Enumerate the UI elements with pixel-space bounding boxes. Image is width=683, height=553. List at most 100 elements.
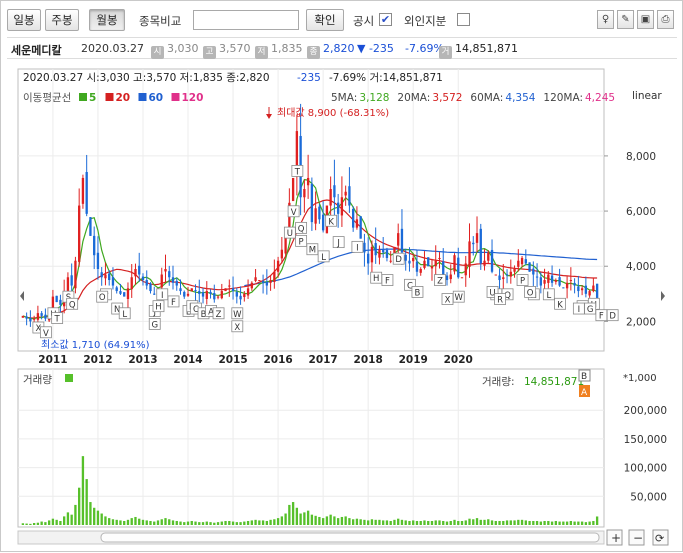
event-marker[interactable]: I [572, 302, 585, 315]
event-marker[interactable]: W [231, 307, 244, 320]
candle [475, 216, 479, 253]
candle [231, 276, 235, 300]
candle [505, 269, 509, 284]
volume-bar [186, 521, 190, 525]
event-marker[interactable]: F [381, 274, 394, 287]
volume-bar [183, 522, 186, 525]
volume-bar [306, 510, 310, 525]
event-marker[interactable]: Q [295, 221, 308, 234]
monthly-button[interactable]: 월봉 [89, 9, 125, 31]
candle [78, 188, 81, 267]
event-marker[interactable]: X [231, 320, 244, 333]
weekly-button[interactable]: 주봉 [45, 9, 79, 31]
candle [314, 191, 317, 231]
volume-value: 14,851,871 [524, 376, 584, 388]
event-marker[interactable]: T [51, 312, 64, 325]
refresh-button[interactable] [652, 529, 669, 546]
candle [344, 185, 347, 206]
event-marker[interactable]: D [392, 252, 405, 265]
event-marker[interactable]: X [441, 293, 454, 306]
scroll-left-arrow-icon[interactable] [20, 291, 24, 301]
event-marker[interactable]: H [152, 300, 165, 313]
event-marker[interactable]: G [584, 302, 597, 315]
volume-bar [355, 518, 359, 525]
candle [550, 265, 554, 287]
candle [164, 254, 167, 282]
svg-text:V: V [291, 208, 297, 218]
scroll-right-arrow-icon[interactable] [661, 291, 665, 301]
foreign-ownership-checkbox[interactable] [457, 13, 470, 26]
daily-button[interactable]: 일봉 [7, 9, 41, 31]
confirm-button[interactable]: 확인 [306, 9, 344, 31]
event-marker[interactable]: I [351, 240, 364, 253]
event-marker[interactable]: U [486, 286, 499, 298]
event-marker[interactable]: K [325, 214, 338, 227]
event-marker[interactable]: H [370, 271, 383, 284]
volume-bar [231, 521, 235, 525]
event-marker[interactable]: V [39, 326, 52, 339]
candle [81, 174, 85, 209]
candle [336, 193, 340, 228]
event-marker[interactable]: Z [434, 274, 446, 287]
event-marker[interactable]: D [606, 309, 619, 322]
chart-header-rest: -7.69% 거:14,851,871 [329, 72, 443, 84]
event-marker[interactable]: L [118, 307, 131, 320]
event-marker[interactable]: F [167, 295, 180, 308]
volume-bar [115, 519, 118, 525]
volume-bar [198, 522, 201, 525]
candle [130, 264, 133, 298]
ma-legend-label: 120 [182, 92, 204, 104]
zoom-out-button[interactable] [628, 529, 645, 546]
event-marker[interactable]: Q [66, 297, 79, 310]
volume-bar [25, 523, 28, 525]
compare-code-input[interactable] [193, 10, 299, 30]
volume-total: 거 14,851,871 [439, 42, 518, 59]
volume-bar [29, 523, 32, 525]
event-marker[interactable]: B [411, 286, 424, 298]
event-marker[interactable]: Z [212, 307, 225, 320]
pen-icon[interactable]: ✎ [617, 10, 634, 29]
settings-icon[interactable]: ▣ [637, 10, 654, 29]
event-marker[interactable]: F [595, 309, 608, 322]
volume-bar [374, 519, 377, 525]
zoom-in-button[interactable] [606, 529, 623, 546]
candle [580, 285, 584, 296]
candle [340, 176, 344, 227]
volume-bar [119, 520, 122, 525]
scrollbar-thumb[interactable] [100, 532, 600, 543]
event-marker[interactable]: R [494, 293, 506, 306]
event-marker[interactable]: M [306, 243, 319, 256]
print-icon[interactable]: ⎙ [657, 10, 674, 29]
volume-bar [220, 521, 223, 525]
candle [490, 239, 494, 274]
svg-text:P: P [520, 277, 525, 287]
volume-bar [171, 520, 175, 525]
x-tick-label: 2020 [444, 354, 473, 366]
event-marker[interactable]: U [283, 226, 296, 239]
event-marker[interactable]: J [332, 236, 345, 249]
price-y-axis: 8,000 6,000 4,000 2,000 [604, 151, 656, 328]
event-marker[interactable]: K [554, 297, 566, 310]
candle [479, 223, 482, 270]
event-marker[interactable]: T [291, 165, 304, 177]
volume-marker-a[interactable] [579, 385, 590, 397]
event-marker[interactable]: L [542, 288, 555, 301]
disclosure-checkbox[interactable]: ✔ [379, 13, 392, 26]
event-marker[interactable]: P [295, 234, 308, 247]
volume-marker-b[interactable] [578, 369, 591, 382]
bulb-icon[interactable]: ♀ [597, 10, 614, 29]
event-marker[interactable]: I [156, 288, 169, 301]
event-marker[interactable]: P [516, 274, 529, 287]
event-marker[interactable]: O [96, 290, 109, 303]
event-marker[interactable]: L [317, 250, 330, 263]
event-marker[interactable]: C [404, 278, 416, 291]
event-marker[interactable]: W [452, 290, 465, 303]
event-marker[interactable]: V [287, 205, 300, 218]
volume-bar [273, 519, 276, 525]
candle [108, 270, 111, 286]
volume-bar [153, 521, 156, 525]
event-marker[interactable]: O [524, 286, 536, 298]
event-marker[interactable]: G [148, 318, 161, 330]
open-price: 시 3,030 [151, 42, 199, 59]
